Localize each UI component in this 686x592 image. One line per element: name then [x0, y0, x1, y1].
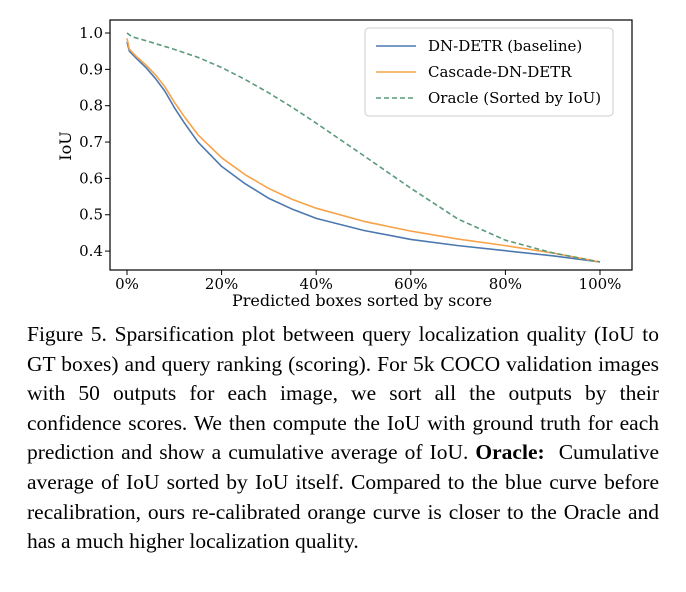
caption-rest: Cumulative average of IoU sorted by IoU … [27, 440, 660, 554]
figure-caption: Figure 5. Sparsification plot between qu… [27, 320, 659, 557]
y-tick-label: 1.0 [79, 24, 103, 42]
y-tick-label: 0.6 [79, 169, 103, 187]
caption-oracle-label: Oracle: [475, 440, 545, 465]
legend-label-1: Cascade-DN-DETR [428, 63, 572, 81]
legend-label-0: DN-DETR (baseline) [428, 37, 582, 55]
y-tick-label: 0.7 [79, 133, 103, 151]
legend-box [364, 27, 614, 117]
series-line-1 [126, 38, 601, 263]
x-axis-label: Predicted boxes sorted by score [232, 291, 492, 310]
axes-layer: 0% 20% 40% 60% 80% 100% 1.0 0.9 0.8 0.7 0.6 0.5 0.4 [79, 24, 621, 293]
x-tick-label: 60% [394, 275, 427, 293]
x-tick-label: 20% [205, 275, 238, 293]
caption-lead: Figure 5. Sparsification plot between qu… [27, 322, 659, 465]
sparsification-chart: 0% 20% 40% 60% 80% 100%1.00.90.80.70.60.50.4 … [56, 19, 633, 310]
plot-frame [109, 19, 633, 271]
legend: DN-DETR (baseline) Cascade-DN-DETR Oracle … [364, 27, 614, 117]
y-tick-label: 0.8 [79, 97, 103, 115]
y-tick-label: 0.9 [79, 60, 103, 78]
x-tick-label: 40% [300, 275, 333, 293]
x-tick-label: 80% [489, 275, 522, 293]
legend-label-2: Oracle (Sorted by IoU) [428, 89, 601, 107]
x-tick-label: 0% [115, 275, 139, 293]
series-line-2 [126, 32, 601, 263]
series-layer [126, 32, 601, 263]
legend-items: DN-DETR (baseline) Cascade-DN-DETR Oracle … [376, 37, 601, 107]
series-line-0 [126, 41, 601, 263]
y-tick-label: 0.4 [79, 242, 103, 260]
x-tick-label: 100% [579, 275, 622, 293]
y-axis-label: IoU [56, 131, 75, 160]
y-tick-label: 0.5 [79, 206, 103, 224]
